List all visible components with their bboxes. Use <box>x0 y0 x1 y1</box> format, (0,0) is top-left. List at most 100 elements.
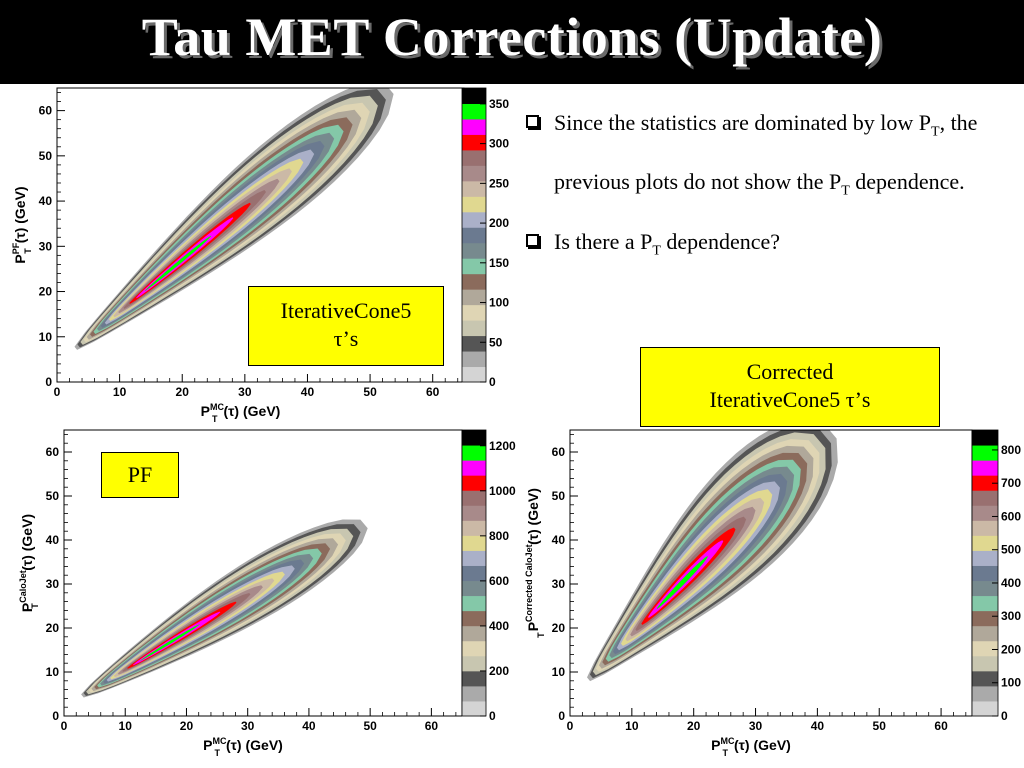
y-axis-label-main: P <box>525 622 541 631</box>
colorbar-segment <box>972 565 998 582</box>
colorbar-frame <box>461 87 487 383</box>
colorbar-segment <box>462 490 486 506</box>
colorbar-segment <box>462 103 486 120</box>
x-tick-label: 50 <box>363 719 377 733</box>
colorbar-tick-label: 700 <box>1001 476 1021 490</box>
y-axis-label-rest: (τ) (GeV) <box>12 186 28 243</box>
x-axis-label-sub: T <box>215 748 221 758</box>
x-axis-label-sup: MC <box>213 736 227 746</box>
x-tick-label: 0 <box>54 385 61 399</box>
x-axis-label-rest: (τ) (GeV) <box>734 737 791 753</box>
colorbar-segment <box>462 460 486 476</box>
colorbar-segment <box>972 685 998 702</box>
colorbar-segment <box>972 700 998 717</box>
colorbar-tick-label: 0 <box>1001 709 1008 723</box>
y-tick-label: 0 <box>45 375 52 389</box>
colorbar-frame <box>971 429 999 717</box>
colorbar-segment <box>462 655 486 672</box>
colorbar-tick-label: 100 <box>1001 676 1021 690</box>
x-tick-label: 10 <box>113 385 127 399</box>
y-tick-label: 20 <box>39 285 53 299</box>
x-axis-label-sub: T <box>212 414 218 424</box>
colorbar-segment <box>972 430 998 446</box>
y-axis-label-rest: (τ) (GeV) <box>525 488 541 545</box>
colorbar-segment <box>972 670 998 687</box>
colorbar-tick-label: 500 <box>1001 543 1021 557</box>
callout-line: IterativeCone5 τ’s <box>709 387 871 412</box>
colorbar-segment <box>972 445 998 461</box>
colorbar-tick-label: 600 <box>489 574 509 588</box>
contour-band <box>656 556 708 609</box>
x-tick-label: 10 <box>119 719 133 733</box>
x-tick-label: 60 <box>934 719 948 733</box>
colorbar-tick-label: 0 <box>489 375 496 389</box>
y-axis-label: PCaloJetT (τ) (GeV) <box>18 514 40 612</box>
y-axis-label-sup: CaloJet <box>18 570 28 603</box>
x-tick-label: 50 <box>363 385 377 399</box>
colorbar-segment <box>462 520 486 536</box>
bullet-item: Since the statistics are dominated by lo… <box>522 98 1022 217</box>
y-tick-label: 30 <box>46 577 60 591</box>
y-tick-label: 60 <box>39 104 53 118</box>
x-axis-label: PMC T (τ) (GeV) <box>203 736 283 758</box>
slide-title: Tau MET Corrections (Update) <box>141 7 883 67</box>
y-tick-label: 20 <box>46 621 60 635</box>
y-tick-label: 60 <box>552 445 566 459</box>
colorbar-segment <box>462 196 486 213</box>
x-axis-label: PMC T (τ) (GeV) <box>201 402 281 424</box>
contour-bands <box>74 88 394 350</box>
colorbar-segment <box>462 445 486 461</box>
callout-line: PF <box>127 462 153 487</box>
colorbar-segment <box>972 550 998 566</box>
y-tick-label: 50 <box>552 489 566 503</box>
x-tick-label: 10 <box>625 719 639 733</box>
x-tick-label: 20 <box>687 719 701 733</box>
colorbar-tick-label: 250 <box>489 176 509 190</box>
x-axis-label-sup: MC <box>210 402 224 412</box>
colorbar-tick-label: 350 <box>489 97 509 111</box>
colorbar-segment <box>972 535 998 551</box>
colorbar-segment <box>972 490 998 506</box>
x-axis-label-main: P <box>201 403 210 419</box>
x-tick-label: 0 <box>567 719 574 733</box>
x-axis-label-main: P <box>203 737 212 753</box>
colorbar-segment <box>462 242 486 259</box>
colorbar-segment <box>462 430 486 446</box>
y-tick-label: 60 <box>46 445 60 459</box>
colorbar-tick-label: 400 <box>489 619 509 633</box>
callout-line: τ’s <box>333 326 359 351</box>
y-axis-label-main: P <box>12 254 28 263</box>
colorbar-segment <box>462 227 486 244</box>
bullet-text: Is there a P <box>554 228 653 254</box>
colorbar-segment <box>972 505 998 521</box>
callout-line: IterativeCone5 <box>280 298 412 323</box>
y-tick-label: 30 <box>552 577 566 591</box>
colorbar-tick-label: 200 <box>489 216 509 230</box>
callout-pf: PF <box>101 452 179 498</box>
y-tick-label: 30 <box>39 239 53 253</box>
colorbar-segment <box>462 550 486 566</box>
colorbar-segment <box>462 320 486 337</box>
colorbar-tick-label: 300 <box>489 137 509 151</box>
colorbar-segment <box>462 289 486 306</box>
title-bar: Tau MET Corrections (Update) <box>0 0 1024 84</box>
colorbar-tick-label: 800 <box>489 529 509 543</box>
y-axis-label-rest: (τ) (GeV) <box>19 514 35 571</box>
y-axis-label-sup: PF <box>11 242 21 254</box>
colorbar-frame <box>461 429 487 717</box>
x-axis-label-rest: (τ) (GeV) <box>224 403 281 419</box>
y-axis-label-sup: Corrected CaloJet <box>524 544 534 622</box>
colorbar-segment <box>462 258 486 275</box>
colorbar-segment <box>462 149 486 166</box>
bullet-text: dependence? <box>660 228 781 254</box>
colorbar-segment <box>462 700 486 717</box>
colorbar-segment <box>462 610 486 627</box>
callout-iterativecone: IterativeCone5 τ’s <box>248 286 444 366</box>
x-tick-label: 60 <box>426 385 440 399</box>
colorbar-segment <box>462 118 486 135</box>
bullet-subscript: T <box>931 124 940 140</box>
colorbar-segment <box>972 595 998 612</box>
colorbar-segment <box>972 655 998 672</box>
